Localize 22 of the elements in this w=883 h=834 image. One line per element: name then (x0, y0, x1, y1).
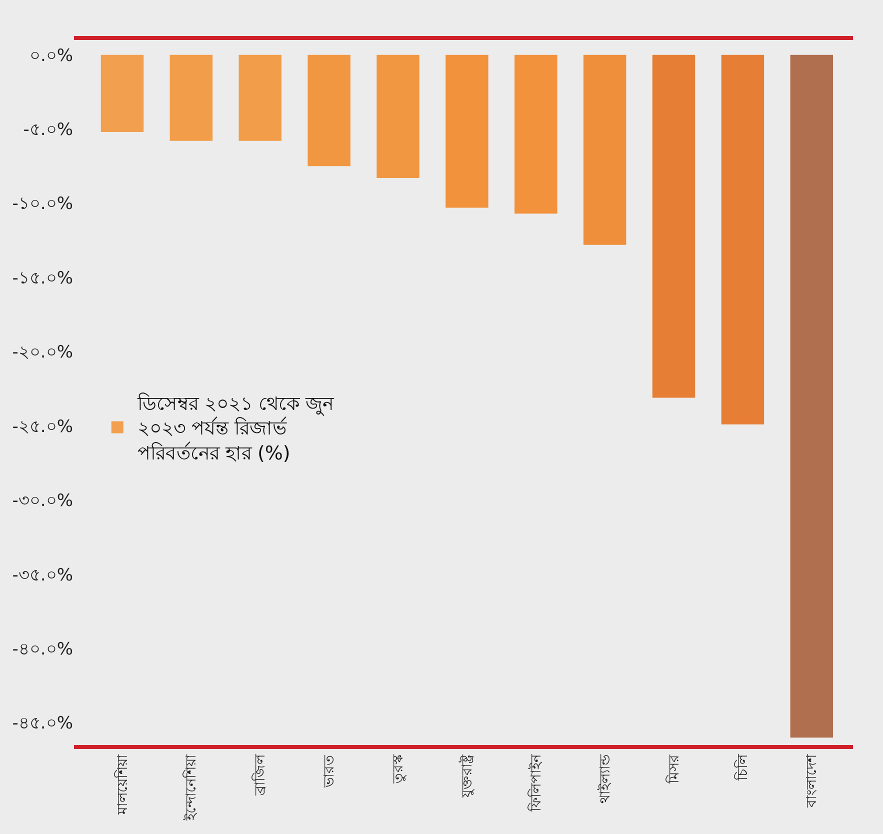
y-tick-label: -৩৫.০% (12, 565, 73, 586)
x-tick-label: ব্রাজিল (252, 754, 269, 797)
x-tick-label: মিসর (665, 754, 682, 785)
y-tick-label: -৩০.০% (12, 491, 73, 512)
x-tick-label: যুক্তরাষ্ট্র (458, 754, 476, 799)
x-tick-label: চিলি (734, 754, 752, 782)
y-tick-label: -২৫.০% (12, 416, 73, 437)
x-tick-label: থাইল্যান্ড (596, 754, 614, 804)
x-tick-label: ফিলিপাইন (527, 754, 544, 813)
y-tick-label: -৪৫.০% (12, 714, 73, 734)
legend-label: ডিসেম্বর ২০২১ থেকে জুন ২০২৩ পর্যন্ত রিজার্ভ পরিবর্তনের হার (%) (136, 393, 334, 464)
y-tick-label: -৫.০% (23, 120, 73, 140)
y-tick-label: -৪০.০% (12, 639, 73, 660)
y-tick-label: -১০.০% (12, 194, 73, 214)
x-tick-label: মালয়েশিয়া (114, 754, 131, 816)
y-tick-label: -১৫.০% (12, 268, 73, 288)
y-tick-label: -২০.০% (12, 342, 73, 363)
x-tick-label: তুরস্ক (390, 754, 407, 785)
x-tick-label: ভারত (322, 754, 338, 789)
x-tick-label: ইন্দোনেশিয়া (182, 754, 200, 822)
x-tick-label: বাংলাদেশ (804, 754, 820, 809)
y-tick-label: ০.০% (29, 46, 73, 66)
